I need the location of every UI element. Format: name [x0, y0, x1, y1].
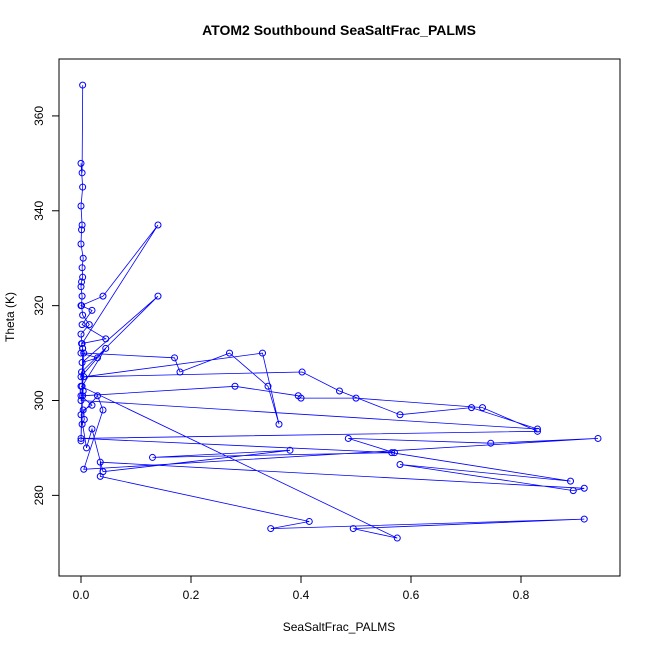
data-point [275, 420, 283, 428]
data-point [83, 444, 90, 452]
data-point [77, 240, 85, 248]
data-point [77, 382, 85, 390]
data-point [580, 484, 588, 492]
data-point [78, 359, 86, 367]
y-tick-label: 320 [32, 295, 46, 315]
data-point [78, 292, 86, 300]
data-point [176, 368, 184, 376]
data-point [94, 392, 101, 400]
data-point [154, 292, 162, 300]
data-point [99, 292, 107, 300]
data-point [388, 449, 396, 457]
data-point [344, 434, 352, 442]
chart-title: ATOM2 Southbound SeaSaltFrac_PALMS [202, 22, 476, 38]
data-point [79, 392, 87, 400]
y-axis-label: Theta (K) [3, 292, 17, 342]
data-point [77, 397, 85, 405]
data-point [594, 434, 602, 442]
y-axis: 280 300 320 340 360 [32, 106, 60, 505]
data-point [580, 515, 588, 523]
data-point [77, 283, 85, 291]
data-point [77, 434, 85, 442]
data-point [94, 354, 101, 362]
data-point [79, 81, 87, 89]
data-point [78, 264, 86, 272]
y-tick-label: 360 [32, 106, 46, 126]
data-point [96, 458, 104, 466]
data-point [298, 368, 306, 376]
data-point [567, 477, 574, 485]
data-point [391, 449, 398, 457]
data-point [88, 425, 96, 433]
x-tick-label: 0.8 [513, 588, 530, 602]
data-point [78, 321, 86, 329]
data-point [80, 465, 88, 473]
data-point [352, 394, 360, 402]
data-point [77, 373, 85, 381]
x-tick-label: 0.0 [73, 588, 90, 602]
data-point [534, 425, 541, 433]
x-axis-label: SeaSaltFrac_PALMS [283, 620, 396, 634]
x-axis: 0.0 0.2 0.4 0.6 0.8 [73, 575, 530, 602]
data-point [79, 311, 87, 319]
y-tick-label: 280 [32, 485, 46, 505]
x-tick-label: 0.2 [183, 588, 200, 602]
data-point [349, 525, 357, 533]
series-layer [77, 81, 602, 542]
data-point [286, 446, 294, 454]
series-line [79, 85, 599, 539]
data-point [77, 411, 85, 419]
data-point [102, 344, 110, 352]
data-point [102, 335, 110, 343]
data-point [77, 330, 85, 338]
data-point [77, 302, 85, 310]
data-point [78, 340, 86, 348]
data-point [259, 349, 266, 357]
data-point [96, 472, 104, 480]
data-point [231, 382, 239, 390]
data-point [78, 420, 86, 428]
data-point [78, 221, 86, 229]
data-point [77, 349, 85, 357]
data-point [99, 406, 107, 414]
data-point [80, 373, 88, 381]
data-point [77, 437, 85, 445]
data-point [78, 278, 86, 286]
y-tick-label: 300 [32, 390, 46, 410]
data-point [79, 273, 87, 281]
data-point [305, 517, 313, 525]
data-point [79, 254, 87, 262]
data-point [149, 453, 156, 461]
data-point [336, 387, 343, 395]
data-point [79, 183, 87, 191]
data-point [569, 487, 577, 495]
data-point [77, 202, 85, 210]
data-point [85, 321, 93, 329]
x-tick-label: 0.4 [293, 588, 310, 602]
data-point [468, 404, 475, 412]
x-tick-label: 0.6 [403, 588, 420, 602]
data-point [80, 349, 88, 357]
data-point [77, 159, 85, 167]
data-point [226, 349, 233, 357]
data-point [479, 404, 486, 412]
data-point [88, 306, 96, 314]
data-point [396, 411, 404, 419]
data-point [154, 221, 162, 229]
data-point [88, 401, 96, 409]
data-point [487, 439, 495, 447]
data-point [393, 534, 401, 542]
data-point [171, 354, 178, 362]
data-point [79, 344, 87, 352]
data-point [297, 394, 305, 402]
y-tick-label: 340 [32, 200, 46, 220]
plot-frame [58, 58, 621, 577]
data-point [396, 461, 404, 469]
data-point [78, 169, 86, 177]
data-point [78, 226, 86, 234]
data-point [264, 382, 272, 390]
data-point [534, 427, 541, 435]
data-point [267, 525, 275, 533]
